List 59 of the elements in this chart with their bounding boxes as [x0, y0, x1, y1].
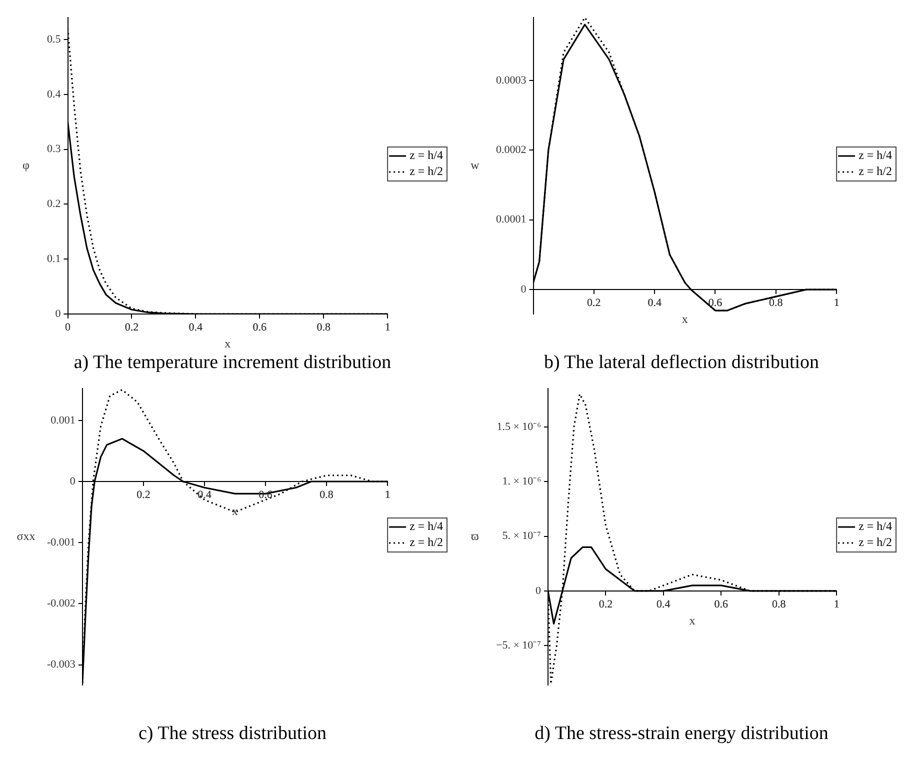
y-tick-label: 1.5 × 10⁻⁶: [496, 420, 542, 433]
x-axis-title: x: [682, 312, 688, 326]
x-tick-label: 0.6: [708, 297, 723, 310]
legend-label: z = h/4: [858, 148, 892, 162]
x-tick-label: 0.2: [136, 488, 150, 501]
y-tick-label: 0.0002: [496, 144, 526, 156]
y-tick-label: 0.3: [47, 143, 62, 156]
legend-label: z = h/2: [858, 164, 892, 178]
y-axis-title: φ: [22, 158, 30, 172]
y-tick-label: 5. × 10⁻⁷: [502, 530, 542, 542]
legend-label: z = h/2: [858, 535, 892, 550]
y-axis-title: σxx: [16, 528, 36, 543]
y-tick-label: 0: [70, 475, 76, 488]
x-tick-label: 0.8: [769, 297, 784, 310]
y-tick-label: 0: [55, 308, 62, 320]
x-tick-label: 0.4: [656, 598, 671, 610]
x-tick-label: 0.4: [648, 297, 662, 310]
x-tick-label: 0.4: [188, 321, 204, 334]
y-tick-label: 0: [520, 283, 527, 296]
x-tick-label: 0.8: [316, 321, 331, 334]
x-tick-label: 1: [384, 321, 390, 334]
text: c) The stress distribution: [137, 722, 328, 746]
legend-label: z = h/4: [410, 519, 444, 534]
x-tick-label: 0.6: [714, 598, 729, 610]
y-tick-label: 0.5: [47, 33, 62, 46]
x-tick-label: 0.2: [587, 297, 601, 310]
y-tick-label: -0.003: [46, 658, 76, 671]
x-tick-label: 0.4: [198, 488, 212, 501]
x-axis-title: x: [224, 336, 231, 351]
y-axis-title: ϖ: [471, 528, 480, 543]
legend-label: z = h/2: [410, 164, 444, 178]
y-tick-label: 0.1: [47, 253, 61, 265]
text: d) The stress-strain energy distribution: [534, 722, 830, 746]
legend-label: z = h/2: [410, 535, 444, 550]
y-tick-label: 0.001: [50, 414, 76, 426]
x-tick-label: 0.8: [320, 488, 334, 501]
y-tick-label: 0: [535, 584, 542, 597]
x-tick-label: 1: [384, 488, 390, 501]
x-tick-label: 0.6: [252, 321, 268, 334]
x-tick-label: 0.2: [124, 321, 139, 334]
y-axis-title: w: [470, 158, 480, 172]
y-tick-label: 0.0003: [496, 74, 527, 86]
y-tick-label: -0.001: [46, 536, 76, 548]
y-tick-label: 1. × 10⁻⁶: [502, 475, 542, 488]
y-tick-label: 0.2: [47, 198, 61, 210]
x-tick-label: 1: [834, 598, 840, 610]
x-tick-label: 0.2: [598, 598, 613, 610]
y-tick-label: −5. × 10⁻⁷: [496, 640, 542, 652]
legend-label: z = h/4: [410, 148, 444, 162]
y-tick-label: 0.4: [47, 88, 62, 100]
x-tick-label: 1: [834, 297, 840, 310]
x-tick-label: 0.8: [772, 598, 786, 610]
y-tick-label: -0.002: [46, 598, 76, 610]
y-tick-label: 0.0001: [496, 214, 526, 226]
text: a) The temperature increment distribution: [74, 352, 392, 373]
legend-label: z = h/4: [858, 519, 892, 534]
x-axis-title: x: [689, 613, 696, 628]
x-axis-title: x: [232, 504, 238, 518]
text: b) The lateral deflection distribution: [542, 351, 820, 375]
